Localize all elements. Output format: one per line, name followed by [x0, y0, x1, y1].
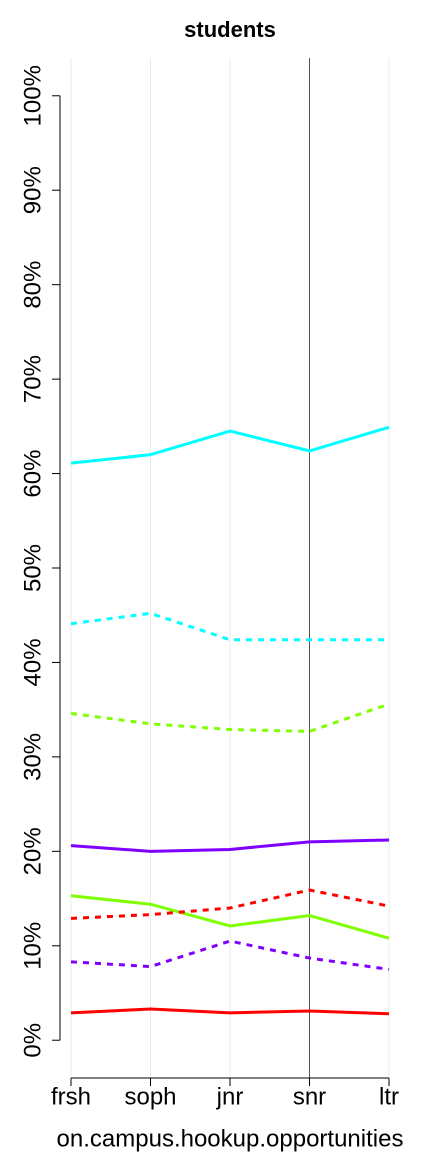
- x-tick-label: frsh: [51, 1083, 91, 1110]
- series-line: [70, 939, 390, 971]
- y-tick-label: 0%: [19, 1023, 46, 1058]
- x-tick-label: ltr: [379, 1083, 399, 1110]
- y-tick-label: 70%: [19, 355, 46, 403]
- y-tick-label: 10%: [19, 922, 46, 970]
- y-tick-label: 30%: [19, 733, 46, 781]
- y-tick-label: 100%: [19, 65, 46, 126]
- y-tick-label: 20%: [19, 827, 46, 875]
- y-tick-label: 80%: [19, 261, 46, 309]
- y-tick-label: 40%: [19, 638, 46, 686]
- series-line: [70, 1007, 390, 1016]
- series-line: [70, 425, 390, 465]
- series-line: [70, 894, 390, 940]
- x-tick-label: snr: [293, 1083, 326, 1110]
- series-line: [70, 702, 390, 733]
- y-tick-label: 60%: [19, 450, 46, 498]
- series-line: [70, 611, 389, 642]
- x-axis-label: on.campus.hookup.opportunities: [57, 1125, 404, 1152]
- y-tick-label: 50%: [19, 544, 46, 592]
- y-tick-label: 90%: [19, 166, 46, 214]
- series-line: [70, 888, 390, 920]
- x-tick-label: jnr: [216, 1083, 244, 1110]
- chart-title: students: [184, 17, 276, 42]
- x-tick-label: soph: [124, 1083, 176, 1110]
- series-line: [70, 838, 390, 853]
